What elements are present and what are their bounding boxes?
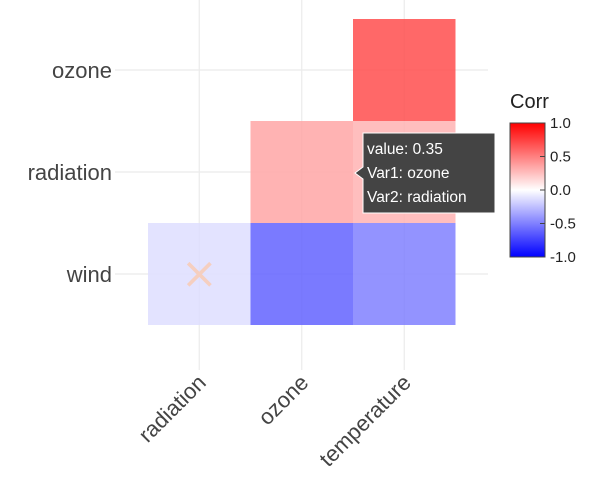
- tooltip-line: Var2: radiation: [367, 189, 467, 206]
- legend-title: Corr: [510, 91, 549, 113]
- x-axis: radiation ozone temperature: [133, 370, 415, 472]
- cross-marker: ×: [181, 248, 218, 299]
- tooltip-line: value: 0.35: [367, 141, 443, 158]
- hover-tooltip: value: 0.35 Var1: ozone Var2: radiation: [354, 132, 496, 214]
- heatmap-cell-wind-ozone[interactable]: [250, 223, 354, 325]
- heatmap-cell-ozone-temperature[interactable]: [353, 19, 456, 121]
- legend-tick-label: -1.0: [550, 249, 576, 266]
- y-tick-label: radiation: [28, 160, 112, 185]
- y-tick-label: ozone: [52, 58, 112, 83]
- heatmap-cell-wind-temperature[interactable]: [353, 223, 456, 325]
- legend-colorbar: [509, 122, 546, 258]
- x-tick-label: ozone: [253, 370, 313, 430]
- legend-tick-label: 0.5: [550, 149, 571, 166]
- tooltip-box: [354, 132, 496, 214]
- legend-tick-label: -0.5: [550, 216, 576, 233]
- y-tick-label: wind: [66, 262, 112, 287]
- legend-tick-label: 1.0: [550, 115, 571, 132]
- x-tick-label: radiation: [133, 370, 210, 447]
- heatmap-cell-wind-radiation[interactable]: [148, 223, 251, 325]
- legend-tick-label: 0.0: [550, 182, 571, 199]
- tooltip-line: Var1: ozone: [367, 165, 449, 182]
- heatmap-cell-radiation-ozone[interactable]: [250, 121, 354, 223]
- x-tick-label: temperature: [314, 370, 416, 472]
- y-axis: wind radiation ozone: [28, 58, 112, 287]
